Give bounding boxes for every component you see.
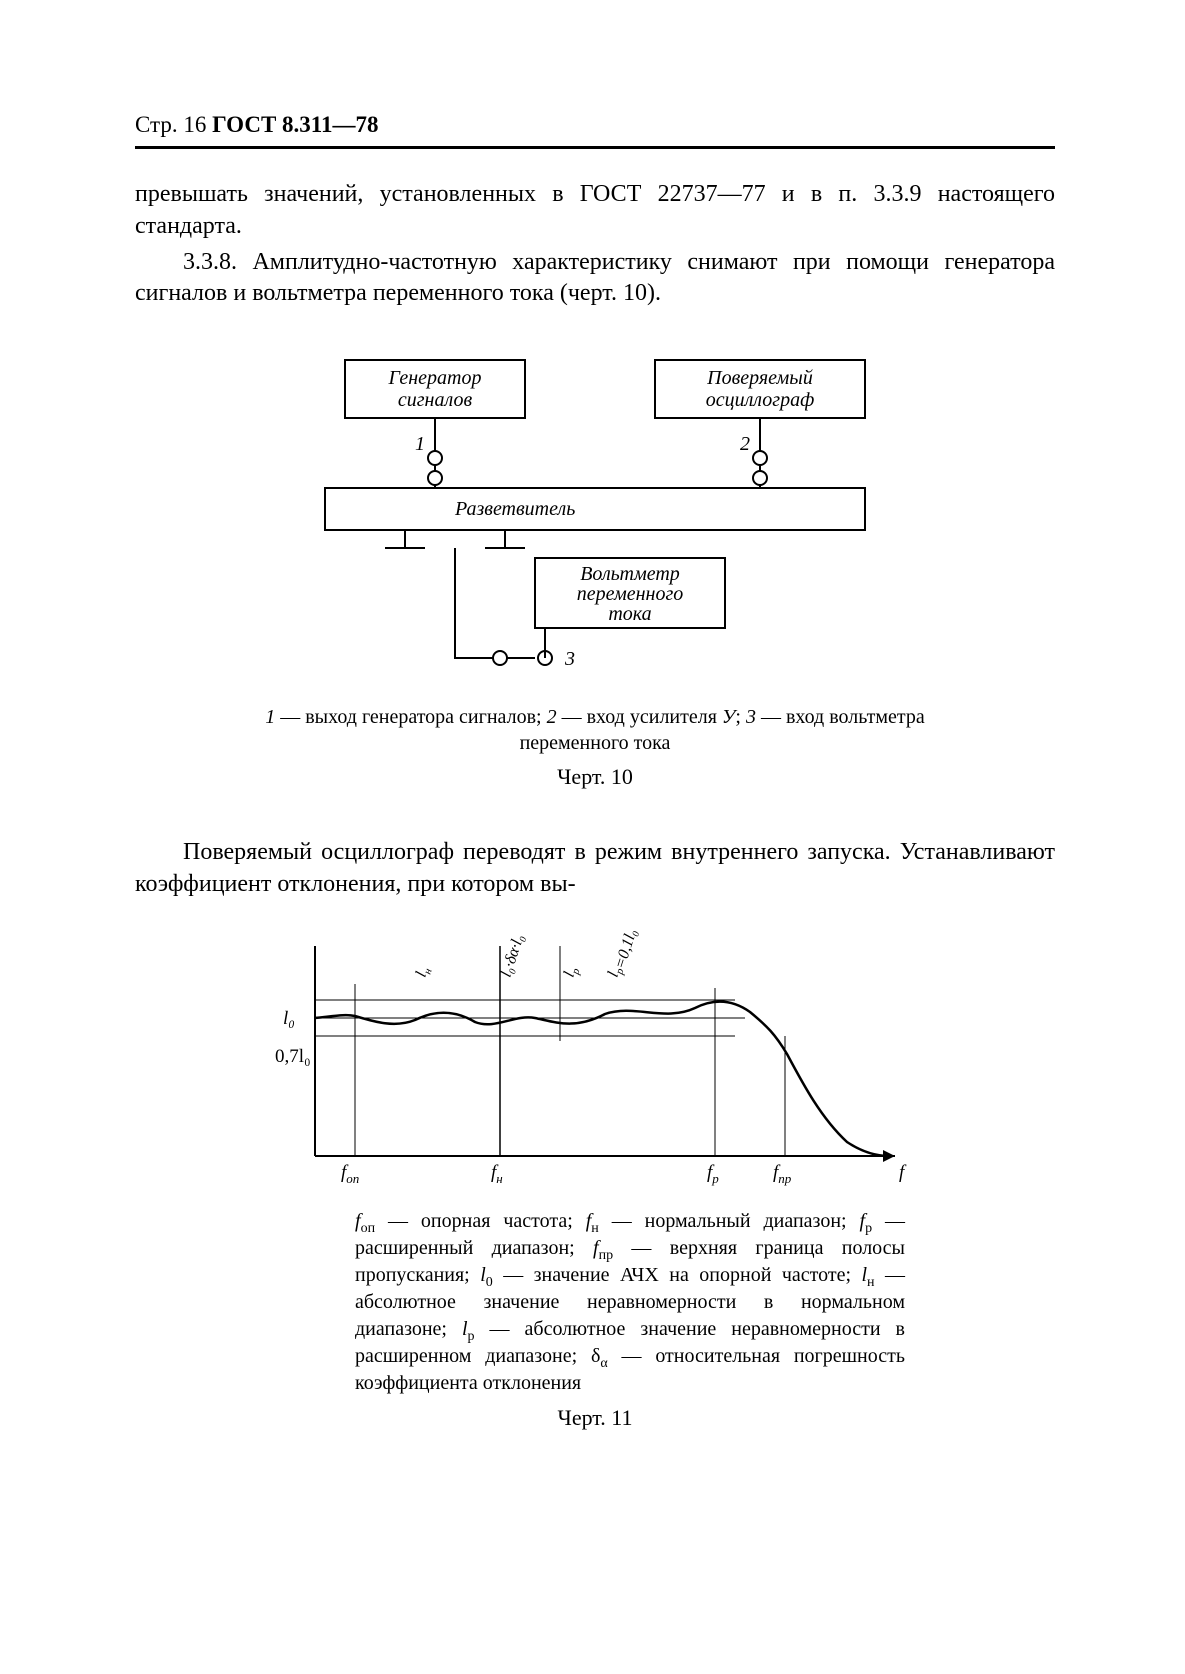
figure-10-diagram: Генератор сигналов Поверяемый осциллогра… [285,350,905,690]
x-axis-label: f [899,1162,907,1183]
figure-11-caption: fоп — опорная частота; fн — нормальный д… [355,1208,905,1397]
label-voltmeter-2: переменного [577,583,684,605]
figure-11-chart: l₀ 0,7l₀ fоп fн fр fпр f lн l₀·δα·l₀ lр … [275,926,915,1196]
label-splitter: Разветвитель [454,498,575,520]
x-label-fn: fн [491,1162,503,1186]
label-voltmeter-1: Вольтметр [580,563,680,585]
page-number: Стр. 16 [135,112,206,137]
y-label-l0: l₀ [283,1008,295,1029]
paragraph-1: превышать значений, установленных в ГОСТ… [135,179,1055,242]
label-voltmeter-3: тока [608,603,651,625]
port-label-2: 2 [740,433,750,455]
figure-11-label: Черт. 11 [135,1403,1055,1432]
label-generator-2: сигналов [398,389,473,411]
figure-10-label: Черт. 10 [135,762,1055,791]
page-header: Стр. 16 ГОСТ 8.311—78 [135,110,1055,140]
y-label-07l0: 0,7l₀ [275,1046,311,1067]
label-oscilloscope-1: Поверяемый [706,367,813,389]
ann-ln: lн [413,964,435,980]
standard-code: ГОСТ 8.311—78 [212,112,378,137]
x-label-fop: fоп [341,1162,359,1186]
label-generator-1: Генератор [388,367,482,389]
header-rule [135,146,1055,149]
figure-10-caption: 1 — выход генератора сигналов; 2 — вход … [225,704,965,756]
label-oscilloscope-2: осциллограф [706,389,815,411]
ann-lr01: lр=0,1l₀ [605,926,641,980]
port-label-1: 1 [415,433,425,455]
paragraph-3: Поверяемый осциллограф переводят в режим… [135,837,1055,900]
paragraph-2: 3.3.8. Амплитудно-частотную характеристи… [135,247,1055,310]
port-label-3: 3 [564,648,575,670]
x-label-fpr: fпр [773,1162,792,1186]
ann-lr: lр [561,964,583,980]
x-label-fr: fр [707,1162,719,1186]
page: Стр. 16 ГОСТ 8.311—78 превышать значений… [0,0,1185,1674]
ann-delta: l₀·δα·l₀ [498,933,528,980]
